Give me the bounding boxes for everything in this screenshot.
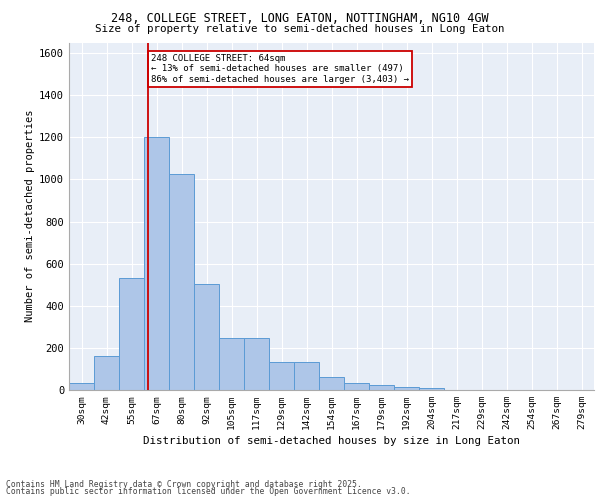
Text: Contains public sector information licensed under the Open Government Licence v3: Contains public sector information licen… bbox=[6, 487, 410, 496]
Bar bbox=[119, 278, 144, 390]
Text: Size of property relative to semi-detached houses in Long Eaton: Size of property relative to semi-detach… bbox=[95, 24, 505, 34]
Bar bbox=[419, 388, 444, 390]
Bar bbox=[294, 362, 319, 390]
Bar bbox=[244, 338, 269, 390]
Text: 248 COLLEGE STREET: 64sqm
← 13% of semi-detached houses are smaller (497)
86% of: 248 COLLEGE STREET: 64sqm ← 13% of semi-… bbox=[151, 54, 409, 84]
Bar bbox=[319, 378, 344, 390]
Bar bbox=[344, 382, 369, 390]
Text: 248, COLLEGE STREET, LONG EATON, NOTTINGHAM, NG10 4GW: 248, COLLEGE STREET, LONG EATON, NOTTING… bbox=[111, 12, 489, 26]
Bar bbox=[69, 382, 94, 390]
Bar bbox=[169, 174, 194, 390]
Bar bbox=[94, 356, 119, 390]
Bar bbox=[394, 387, 419, 390]
Text: Contains HM Land Registry data © Crown copyright and database right 2025.: Contains HM Land Registry data © Crown c… bbox=[6, 480, 362, 489]
Bar bbox=[269, 362, 294, 390]
Bar bbox=[219, 338, 244, 390]
Y-axis label: Number of semi-detached properties: Number of semi-detached properties bbox=[25, 110, 35, 322]
X-axis label: Distribution of semi-detached houses by size in Long Eaton: Distribution of semi-detached houses by … bbox=[143, 436, 520, 446]
Bar bbox=[369, 384, 394, 390]
Bar bbox=[144, 138, 169, 390]
Bar bbox=[194, 284, 219, 390]
